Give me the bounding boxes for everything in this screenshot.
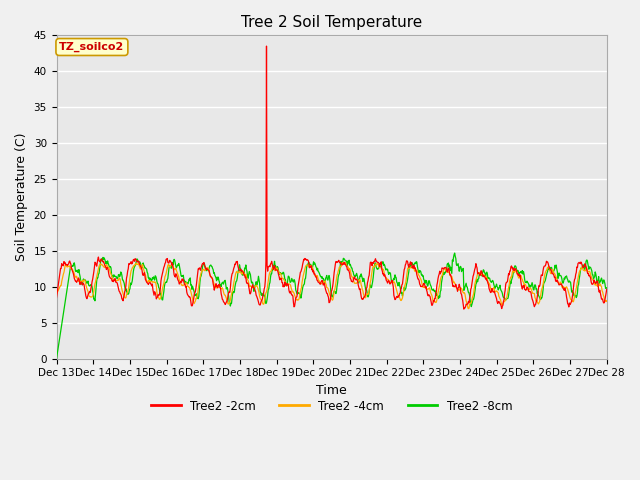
X-axis label: Time: Time <box>316 384 347 397</box>
Legend: Tree2 -2cm, Tree2 -4cm, Tree2 -8cm: Tree2 -2cm, Tree2 -4cm, Tree2 -8cm <box>147 395 517 417</box>
Text: TZ_soilco2: TZ_soilco2 <box>60 42 125 52</box>
Y-axis label: Soil Temperature (C): Soil Temperature (C) <box>15 132 28 261</box>
Title: Tree 2 Soil Temperature: Tree 2 Soil Temperature <box>241 15 422 30</box>
